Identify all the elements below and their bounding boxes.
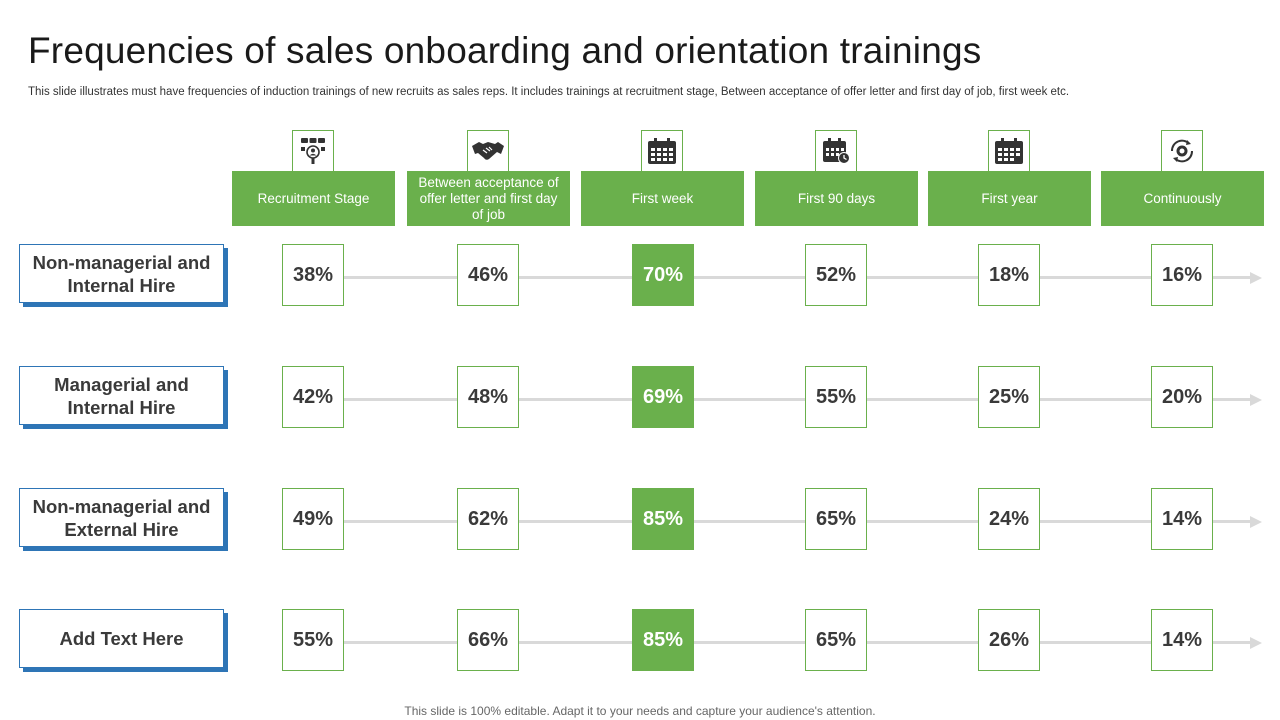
column-header-label: Continuously: [1101, 171, 1264, 226]
page-subtitle: This slide illustrates must have frequen…: [28, 86, 1070, 98]
value-cell-highlighted: 70%: [632, 244, 694, 306]
value-cell: 16%: [1151, 244, 1213, 306]
value-cell: 49%: [282, 488, 344, 550]
handshake-icon: [467, 130, 509, 172]
row-connector-line: [312, 520, 1252, 523]
value-cell-highlighted: 85%: [632, 609, 694, 671]
column-header-label: First week: [581, 171, 744, 226]
column-recruitment-stage: Recruitment Stage: [232, 130, 395, 226]
value-cell: 14%: [1151, 609, 1213, 671]
column-header-label: Recruitment Stage: [232, 171, 395, 226]
arrow-right-icon: [1250, 271, 1262, 284]
column-continuously: Continuously: [1101, 130, 1264, 226]
arrow-right-icon: [1250, 393, 1262, 406]
value-cell-highlighted: 69%: [632, 366, 694, 428]
column-header-label: First 90 days: [755, 171, 918, 226]
row-connector-line: [312, 398, 1252, 401]
value-cell: 62%: [457, 488, 519, 550]
column-offer-acceptance: Between acceptance of offer letter and f…: [407, 130, 570, 226]
arrow-right-icon: [1250, 636, 1262, 649]
calendar-week-icon: [641, 130, 683, 172]
value-cell: 65%: [805, 488, 867, 550]
page-title: Frequencies of sales onboarding and orie…: [28, 30, 982, 71]
arrow-right-icon: [1250, 515, 1262, 528]
row-label-non-managerial-external: Non-managerial and External Hire: [19, 488, 224, 547]
value-cell: 46%: [457, 244, 519, 306]
value-cell: 65%: [805, 609, 867, 671]
value-cell: 55%: [282, 609, 344, 671]
column-first-week: First week: [581, 130, 744, 226]
value-cell: 25%: [978, 366, 1040, 428]
recruitment-people-icon: [292, 130, 334, 172]
value-cell: 24%: [978, 488, 1040, 550]
value-cell: 52%: [805, 244, 867, 306]
cycle-arrows-icon: [1161, 130, 1203, 172]
calendar-year-icon: [988, 130, 1030, 172]
row-label-managerial-internal: Managerial and Internal Hire: [19, 366, 224, 425]
column-header-label: First year: [928, 171, 1091, 226]
value-cell: 66%: [457, 609, 519, 671]
value-cell: 55%: [805, 366, 867, 428]
row-connector-line: [312, 641, 1252, 644]
row-label-add-text: Add Text Here: [19, 609, 224, 668]
value-cell-highlighted: 85%: [632, 488, 694, 550]
column-first-year: First year: [928, 130, 1091, 226]
row-connector-line: [312, 276, 1252, 279]
value-cell: 38%: [282, 244, 344, 306]
calendar-clock-icon: [815, 130, 857, 172]
value-cell: 42%: [282, 366, 344, 428]
value-cell: 48%: [457, 366, 519, 428]
column-header-label: Between acceptance of offer letter and f…: [407, 171, 570, 226]
value-cell: 26%: [978, 609, 1040, 671]
footer-note: This slide is 100% editable. Adapt it to…: [404, 704, 876, 718]
value-cell: 14%: [1151, 488, 1213, 550]
row-label-non-managerial-internal: Non-managerial and Internal Hire: [19, 244, 224, 303]
value-cell: 20%: [1151, 366, 1213, 428]
value-cell: 18%: [978, 244, 1040, 306]
column-first-90-days: First 90 days: [755, 130, 918, 226]
